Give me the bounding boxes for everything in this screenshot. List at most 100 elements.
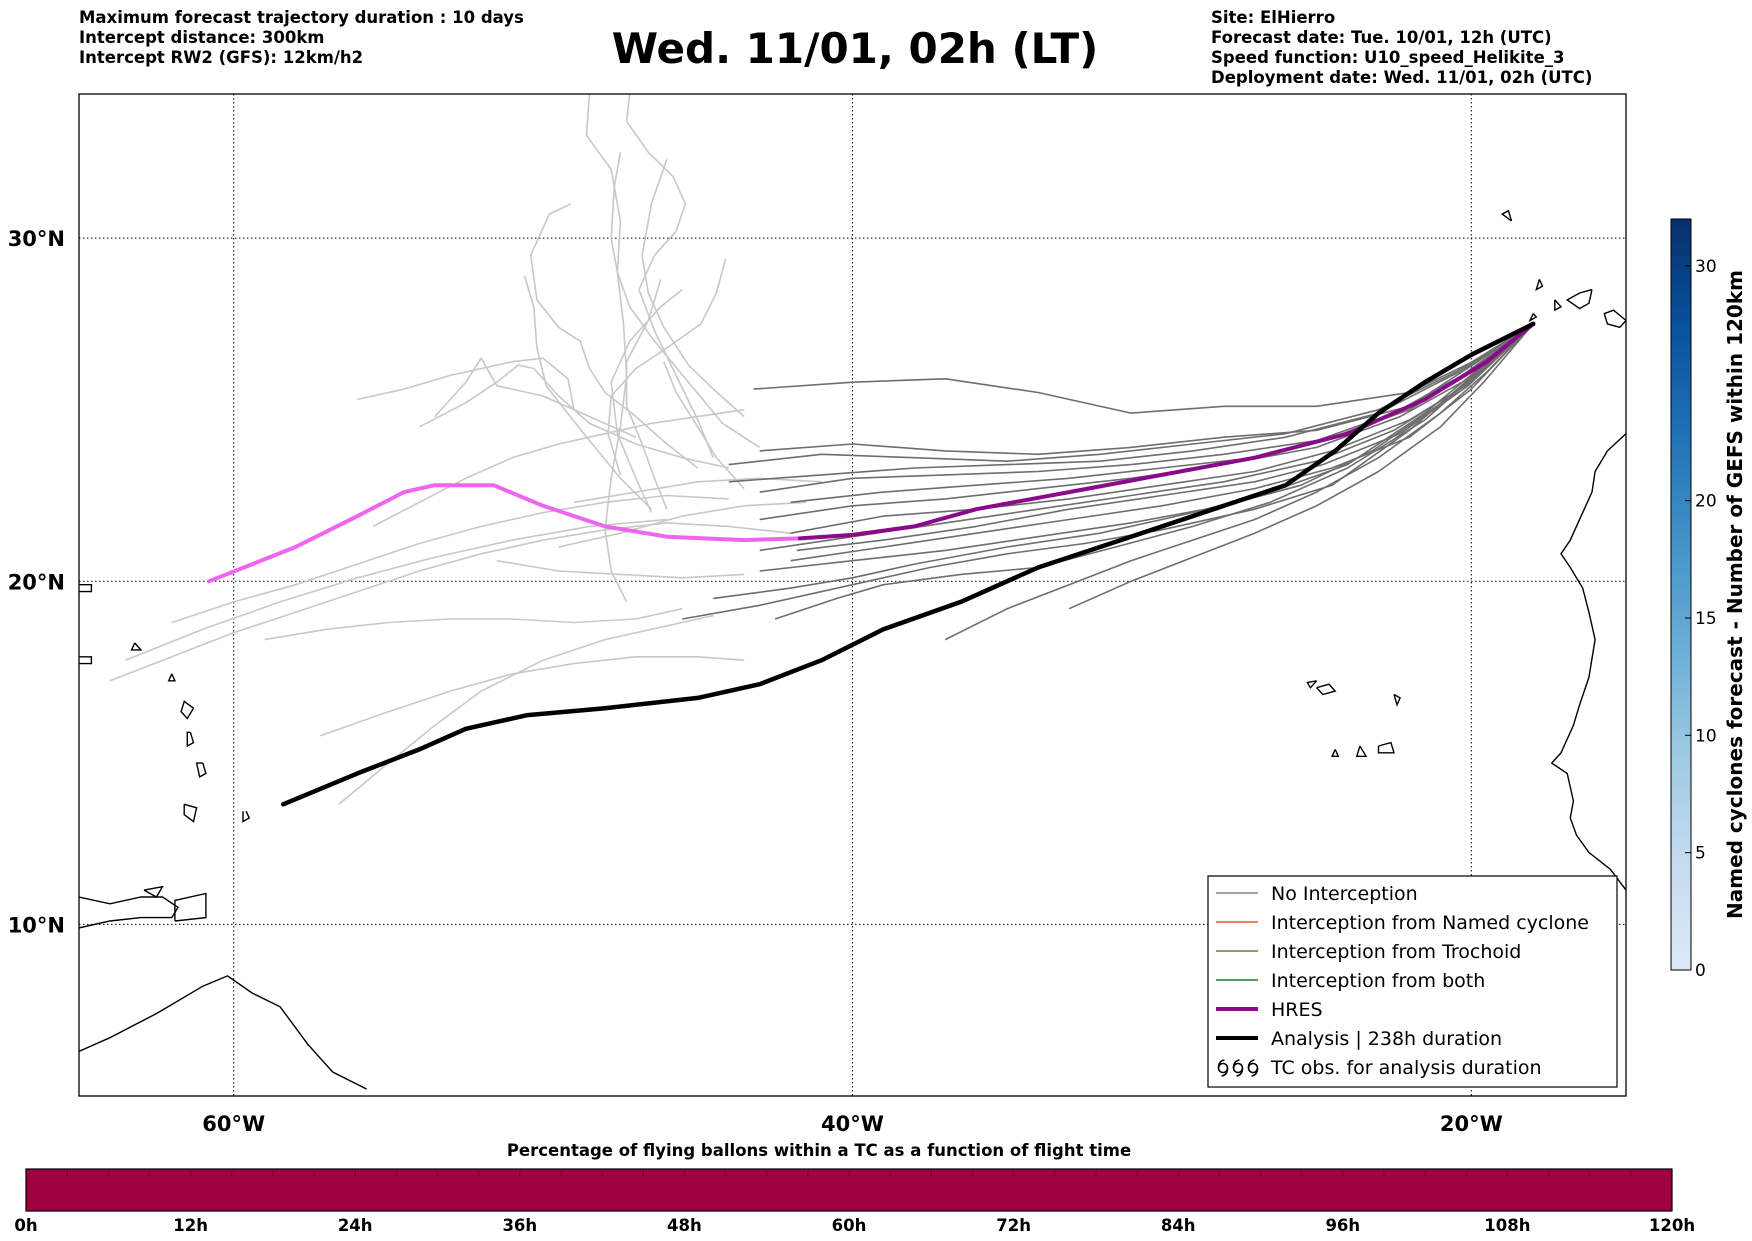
timebar-tick-4: 48h [667,1216,702,1235]
light-track-6 [357,357,575,410]
timebar-tick-0: 0h [14,1216,37,1235]
legend-label-6: TC obs. for analysis duration [1270,1057,1542,1079]
colorbar-named-cyclones: 0 5 10 15 20 30 Named cyclones forecast - Numb… [1670,218,1747,981]
light-track-21 [573,477,822,504]
light-track-22 [558,501,807,548]
legend-label-4: HRES [1271,999,1323,1021]
timebar-tick-3: 36h [502,1216,537,1235]
light-track-13 [641,158,745,418]
coastline-16 [1528,313,1538,323]
cyclone-arm [1232,1059,1244,1077]
intercept-rw2-text: Intercept RW2 (GFS): 12km/h2 [79,48,364,67]
hres-track-early [797,321,1536,541]
lon-label-0: 60°W [202,1112,265,1136]
map-plot-area [79,94,1626,1096]
map-frame [78,93,1627,1097]
forecast-date-text: Forecast date: Tue. 10/01, 12h (UTC) [1211,28,1552,47]
coastlines [79,209,1626,1090]
light-track-8 [434,357,637,438]
legend-label-2: Interception from Trochoid [1271,941,1521,963]
legend-swatch-cyclone-icon [1217,1059,1259,1077]
light-track-4 [320,656,745,737]
light-track-0 [109,522,791,682]
coastline-19 [1500,209,1513,222]
light-track-16 [625,279,668,510]
lat-label-0: 30°N [8,227,65,251]
coastline-11 [167,673,176,682]
legend-label-5: Analysis | 238h duration [1271,1028,1502,1050]
timebar-tick-5: 60h [832,1216,867,1235]
coastline-21 [1377,741,1395,754]
no-interception-track-12 [713,323,1534,600]
coastline-25 [1306,680,1318,689]
header-info-right: Site: ElHierro Forecast date: Tue. 10/01… [1211,8,1592,88]
coastline-23 [1316,683,1337,696]
coastline-4 [79,584,93,593]
legend-label-1: Interception from Named cyclone [1271,912,1589,934]
coastline-18 [1554,299,1563,312]
light-track-1 [125,518,667,661]
coastline-10 [242,810,251,823]
coastline-2 [143,885,164,898]
lat-label-2: 10°N [8,913,65,937]
map-axis-labels: 30°N 20°N 10°N 60°W 40°W 20°W [8,227,1503,1136]
light-track-15 [585,94,628,603]
light-trajectories [109,94,822,805]
coastline-17 [1535,279,1544,292]
colorbar-tick-label-5: 30 [1695,257,1717,277]
coastline-9 [183,803,198,823]
colorbar-tick-label-4: 20 [1695,492,1717,512]
light-track-17 [610,288,683,513]
legend-box [1207,875,1618,1088]
timebar-tick-7: 84h [1161,1216,1196,1235]
coastline-15 [1565,288,1593,310]
cyclone-arm [1217,1059,1229,1077]
no-interception-track-15 [944,323,1534,641]
timebar-tick-9: 108h [1484,1216,1530,1235]
no-interception-track-0 [753,323,1534,414]
timebar-tick-1: 12h [173,1216,208,1235]
coastline-24 [1355,745,1368,757]
analysis-trajectory [280,321,1536,807]
timebar-tick-6: 72h [996,1216,1031,1235]
light-track-10 [523,275,652,510]
no-interception-track-8 [759,323,1534,552]
light-track-19 [663,361,745,490]
no-interception-track-16 [1068,323,1534,610]
no-interception-track-13 [682,323,1534,620]
coastline-20 [1393,693,1402,707]
colorbar-title: Named cyclones forecast - Number of GEFS… [1723,270,1747,919]
timebar-tick-2: 24h [338,1216,373,1235]
timebar-flight-percentage: Percentage of flying ballons within a TC… [14,1141,1695,1235]
coastline-1 [79,896,179,929]
coastline-12 [130,642,143,651]
no-interception-track-10 [759,323,1534,572]
max-duration-text: Maximum forecast trajectory duration : 1… [79,8,524,27]
colorbar-ramp [1670,218,1692,971]
header-info-left: Maximum forecast trajectory duration : 1… [79,8,524,68]
coastline-5 [79,656,93,665]
intercept-distance-text: Intercept distance: 300km [79,28,325,47]
colorbar-tick-label-1: 5 [1695,844,1706,864]
coastline-13 [1550,433,1626,891]
colorbar-tick-label-0: 0 [1695,961,1706,981]
coastline-0 [79,975,368,1090]
hres-track-late [206,483,802,584]
no-interception-track-3 [728,323,1534,483]
coastline-22 [1331,749,1340,757]
coastline-6 [180,700,195,720]
light-track-7 [418,364,729,469]
light-track-14 [625,94,715,459]
light-track-11 [529,203,699,469]
analysis-track [280,321,1536,807]
light-track-3 [264,607,683,641]
cyclone-arm [1247,1059,1259,1077]
site-text: Site: ElHierro [1211,8,1336,27]
legend-label-0: No Interception [1271,883,1418,905]
lat-label-1: 20°N [8,570,65,594]
deployment-date-text: Deployment date: Wed. 11/01, 02h (UTC) [1211,68,1593,87]
light-track-20 [496,559,745,579]
page-title: Wed. 11/01, 02h (LT) [611,24,1099,73]
no-interception-track-1 [759,323,1534,456]
